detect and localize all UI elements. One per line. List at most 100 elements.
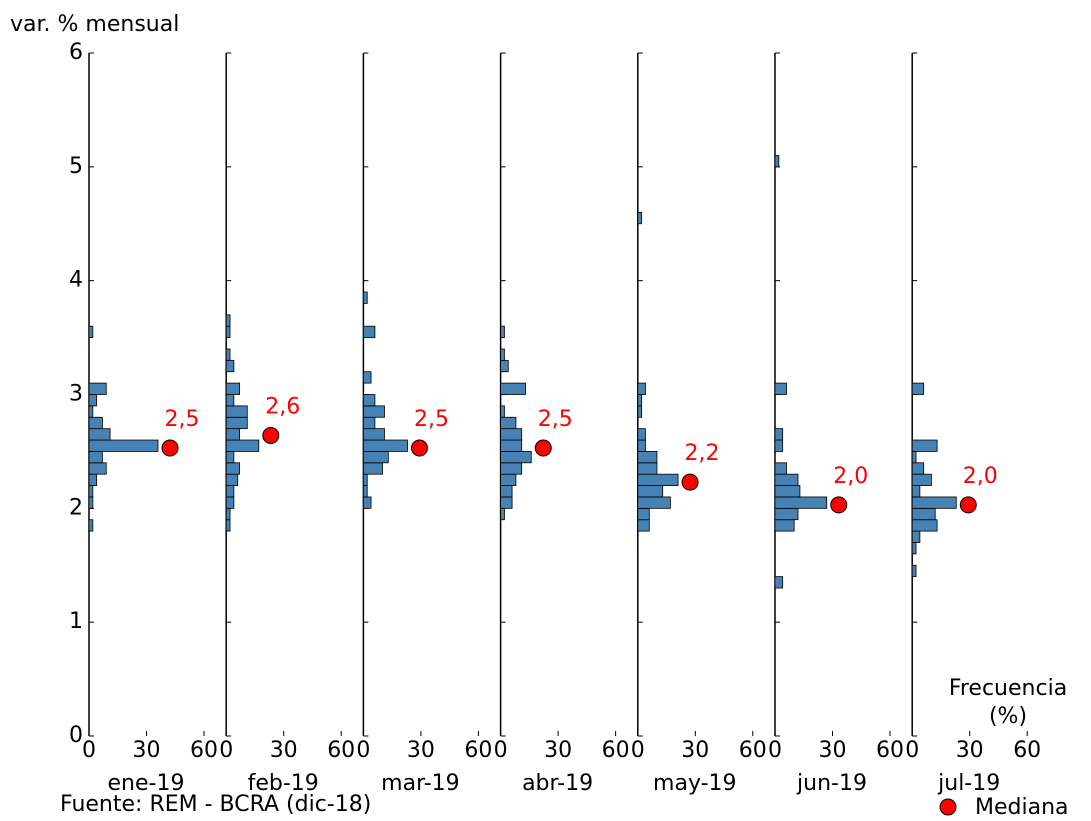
histogram-bar: [500, 428, 523, 441]
histogram-bar: [225, 348, 231, 361]
histogram-bar: [225, 428, 241, 441]
x-axis-label: Frecuencia: [949, 676, 1067, 701]
histogram-bar: [500, 405, 505, 418]
histogram-bar: [637, 507, 650, 521]
histogram-bar: [88, 428, 111, 441]
median-label: 2,0: [963, 464, 998, 489]
histogram-bar: [225, 416, 248, 430]
histogram-bar: [911, 564, 917, 578]
median-label: 2,5: [414, 407, 449, 432]
histogram-bar: [911, 451, 917, 464]
histogram-bar: [88, 325, 94, 338]
histogram-bar: [362, 451, 389, 464]
x-tick-label: 60: [190, 738, 218, 763]
legend-marker: [939, 798, 957, 816]
histogram-bar: [637, 428, 646, 441]
x-tick-label: 0: [82, 738, 96, 763]
histogram-bar: [637, 394, 643, 407]
histogram-bar: [88, 416, 103, 430]
histogram-bar: [774, 496, 828, 509]
histogram-bar: [911, 473, 932, 486]
histogram-bar: [225, 519, 231, 532]
histogram-bar: [774, 576, 784, 589]
histogram-bar: [774, 428, 784, 441]
y-tick-label: 5: [69, 154, 83, 179]
median-marker: [410, 439, 428, 457]
histogram-bar: [362, 405, 385, 418]
x-tick-label: 30: [819, 738, 847, 763]
histogram-bar: [362, 496, 372, 509]
histogram-bar: [911, 507, 936, 521]
histogram-bar: [362, 462, 383, 475]
x-tick-label: 30: [133, 738, 161, 763]
histogram-bar: [774, 485, 801, 498]
histogram-bar: [911, 519, 938, 532]
x-tick-label: 0: [631, 738, 645, 763]
histogram-bar: [88, 519, 94, 532]
histogram-bar: [225, 462, 241, 475]
y-tick-label: 2: [69, 495, 83, 520]
x-tick-label: 60: [1013, 738, 1041, 763]
histogram-bar: [88, 462, 107, 475]
panel-label: mar-19: [381, 771, 459, 796]
histogram-bar: [500, 451, 532, 464]
panel-label: ene-19: [108, 771, 185, 796]
histogram-bar: [88, 382, 107, 395]
histogram-bar: [225, 485, 235, 498]
histogram-bar: [911, 462, 925, 475]
x-tick-label: 0: [494, 738, 508, 763]
x-tick-label: 30: [956, 738, 984, 763]
histogram-bar: [911, 439, 938, 452]
histogram-bar: [637, 473, 679, 486]
y-tick-label: 0: [69, 723, 83, 748]
histogram-bar: [362, 291, 368, 304]
median-marker: [830, 496, 848, 514]
histogram-bar: [225, 439, 260, 452]
histogram-bar: [88, 439, 159, 452]
y-tick-label: 1: [69, 609, 83, 634]
panel-label: may-19: [653, 771, 736, 796]
median-label: 2,0: [833, 464, 868, 489]
median-marker: [681, 473, 699, 491]
histogram-bar: [637, 519, 650, 532]
histogram-bar: [362, 439, 408, 452]
x-tick-label: 0: [356, 738, 370, 763]
histogram-bar: [225, 325, 231, 338]
median-label: 2,6: [265, 394, 300, 419]
histogram-bar: [500, 507, 505, 521]
x-tick-label: 60: [602, 738, 630, 763]
histogram-bar: [637, 462, 658, 475]
histogram-bar: [225, 359, 235, 373]
histogram-bar: [911, 485, 921, 498]
histogram-bar: [225, 451, 235, 464]
x-axis-label: (%): [989, 704, 1027, 729]
histogram-bar: [911, 382, 925, 395]
histogram-bar: [500, 416, 517, 430]
x-tick-label: 0: [768, 738, 782, 763]
histogram-bar: [637, 382, 646, 395]
histogram-bar: [774, 473, 799, 486]
histogram-bar: [637, 211, 643, 225]
x-tick-label: 30: [407, 738, 435, 763]
histogram-bar: [500, 359, 509, 373]
histogram-bar: [500, 496, 513, 509]
histogram-bar: [911, 542, 917, 555]
x-tick-label: 30: [544, 738, 572, 763]
panel-label: abr-19: [522, 771, 593, 796]
source-note: Fuente: REM - BCRA (dic-18): [60, 792, 371, 817]
histogram-bar: [637, 485, 664, 498]
histogram-bar: [225, 394, 235, 407]
median-marker: [161, 439, 179, 457]
histogram-bar: [225, 382, 241, 395]
histogram-bar: [500, 462, 523, 475]
x-tick-label: 30: [681, 738, 709, 763]
histogram-bar: [362, 473, 368, 486]
panel-label: jun-19: [796, 771, 867, 796]
panel-label: jul-19: [937, 771, 1000, 796]
y-tick-label: 6: [69, 40, 83, 65]
histogram-bar: [774, 155, 780, 168]
histogram-bar: [362, 371, 372, 384]
panel-label: feb-19: [248, 771, 319, 796]
median-label: 2,2: [685, 441, 720, 466]
median-label: 2,5: [538, 407, 573, 432]
